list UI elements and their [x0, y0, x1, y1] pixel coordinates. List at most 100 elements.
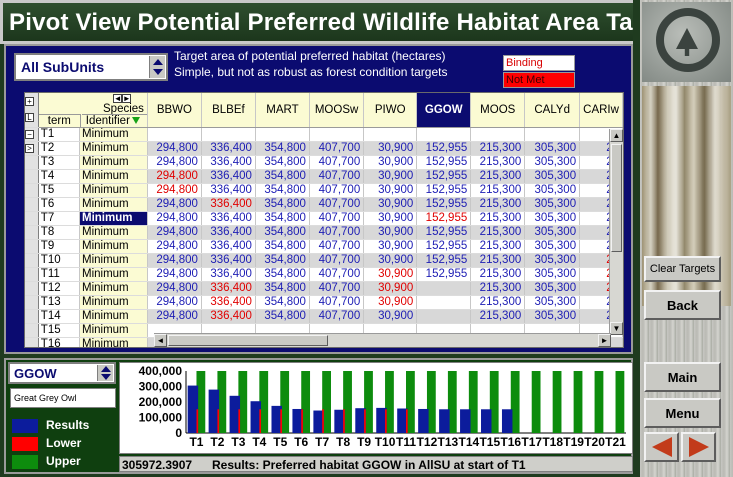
vertical-scroll-thumb[interactable]	[611, 144, 622, 252]
value-cell[interactable]: 30,900	[363, 155, 418, 170]
value-cell[interactable]: 336,400	[201, 211, 256, 226]
species-header-ggow[interactable]: GGOW	[416, 93, 472, 128]
identifier-cell[interactable]: Minimum	[79, 239, 148, 254]
row-expander[interactable]	[25, 197, 39, 212]
value-cell[interactable]: 305,300	[524, 225, 581, 240]
value-cell[interactable]: 294,800	[147, 225, 202, 240]
value-cell[interactable]: 215,300	[470, 281, 526, 296]
vertical-scrollbar[interactable]: ▲ ▼	[609, 129, 623, 335]
value-cell[interactable]: 30,900	[363, 295, 418, 310]
value-cell[interactable]	[470, 127, 526, 142]
row-expander[interactable]: >	[25, 141, 39, 156]
row-expander[interactable]	[25, 225, 39, 240]
value-cell[interactable]: 152,955	[416, 253, 472, 268]
value-cell[interactable]: 336,400	[201, 281, 256, 296]
identifier-cell[interactable]: Minimum	[79, 295, 148, 310]
value-cell[interactable]: 30,900	[363, 281, 418, 296]
value-cell[interactable]: 152,955	[416, 211, 472, 226]
subunit-select[interactable]: All SubUnits	[14, 53, 168, 81]
row-expander[interactable]	[25, 211, 39, 226]
value-cell[interactable]: 354,800	[255, 239, 310, 254]
table-row[interactable]: − T1 Minimum	[25, 127, 623, 142]
scroll-left-arrow-icon[interactable]: ◄	[154, 334, 167, 347]
value-cell[interactable]: 354,800	[255, 225, 310, 240]
value-cell[interactable]: 30,900	[363, 141, 418, 156]
identifier-cell[interactable]: Minimum	[79, 253, 148, 268]
value-cell[interactable]: 336,400	[201, 239, 256, 254]
row-expander[interactable]	[25, 295, 39, 310]
table-row[interactable]: T6 Minimum 294,800 336,400 354,800 407,700 30,…	[25, 197, 623, 212]
value-cell[interactable]: 336,400	[201, 253, 256, 268]
value-cell[interactable]: 354,800	[255, 309, 310, 324]
value-cell[interactable]: 152,955	[416, 225, 472, 240]
value-cell[interactable]: 407,700	[309, 211, 365, 226]
value-cell[interactable]: 294,800	[147, 281, 202, 296]
value-cell[interactable]: 294,800	[147, 295, 202, 310]
value-cell[interactable]: 30,900	[363, 183, 418, 198]
value-cell[interactable]: 354,800	[255, 295, 310, 310]
value-cell[interactable]: 407,700	[309, 155, 365, 170]
horizontal-scrollbar[interactable]: ◄ ►	[154, 333, 611, 347]
previous-button[interactable]	[644, 432, 679, 462]
value-cell[interactable]: 336,400	[201, 155, 256, 170]
row-expander[interactable]	[25, 239, 39, 254]
menu-button[interactable]: Menu	[644, 398, 721, 428]
row-expander[interactable]	[25, 183, 39, 198]
value-cell[interactable]: 152,955	[416, 197, 472, 212]
spin-up-icon[interactable]	[101, 366, 111, 372]
identifier-cell[interactable]: Minimum	[79, 281, 148, 296]
value-cell[interactable]: 215,300	[470, 183, 526, 198]
value-cell[interactable]: 294,800	[147, 309, 202, 324]
value-cell[interactable]: 30,900	[363, 239, 418, 254]
value-cell[interactable]: 354,800	[255, 183, 310, 198]
filter-icon[interactable]	[131, 117, 140, 125]
value-cell[interactable]: 30,900	[363, 211, 418, 226]
value-cell[interactable]	[524, 127, 581, 142]
value-cell[interactable]	[416, 309, 472, 324]
value-cell[interactable]: 294,800	[147, 155, 202, 170]
horizontal-scroll-thumb[interactable]	[168, 335, 328, 346]
scroll-down-icon[interactable]: ▼	[610, 322, 623, 335]
value-cell[interactable]: 305,300	[524, 239, 581, 254]
term-cell[interactable]: T11	[38, 267, 81, 282]
table-row[interactable]: T9 Minimum 294,800 336,400 354,800 407,700 30,…	[25, 239, 623, 254]
term-cell[interactable]: T14	[38, 309, 81, 324]
value-cell[interactable]	[416, 295, 472, 310]
term-cell[interactable]: T4	[38, 169, 81, 184]
value-cell[interactable]: 305,300	[524, 281, 581, 296]
row-expander[interactable]	[25, 169, 39, 184]
value-cell[interactable]: 336,400	[201, 197, 256, 212]
value-cell[interactable]: 215,300	[470, 197, 526, 212]
identifier-cell[interactable]: Minimum	[79, 183, 148, 198]
value-cell[interactable]: 354,800	[255, 169, 310, 184]
term-column-header[interactable]: term	[38, 114, 81, 127]
value-cell[interactable]: 294,800	[147, 239, 202, 254]
identifier-cell[interactable]: Minimum	[79, 225, 148, 240]
table-row[interactable]: T12 Minimum 294,800 336,400 354,800 407,700 30…	[25, 281, 623, 296]
value-cell[interactable]: 407,700	[309, 239, 365, 254]
scroll-right-arrow-icon[interactable]: ►	[598, 334, 611, 347]
value-cell[interactable]	[363, 127, 418, 142]
value-cell[interactable]: 215,300	[470, 309, 526, 324]
subunit-spinner[interactable]	[149, 56, 165, 78]
value-cell[interactable]: 336,400	[201, 141, 256, 156]
value-cell[interactable]: 294,800	[147, 183, 202, 198]
value-cell[interactable]: 215,300	[470, 155, 526, 170]
value-cell[interactable]: 215,300	[470, 267, 526, 282]
species-header-moos[interactable]: MOOS	[470, 93, 526, 128]
term-cell[interactable]: T12	[38, 281, 81, 296]
term-cell[interactable]: T7	[38, 211, 81, 226]
table-row[interactable]: T8 Minimum 294,800 336,400 354,800 407,700 30,…	[25, 225, 623, 240]
value-cell[interactable]: 407,700	[309, 253, 365, 268]
value-cell[interactable]: 336,400	[201, 295, 256, 310]
table-row[interactable]: T13 Minimum 294,800 336,400 354,800 407,700 30…	[25, 295, 623, 310]
identifier-cell[interactable]: Minimum	[79, 309, 148, 324]
value-cell[interactable]: 305,300	[524, 253, 581, 268]
value-cell[interactable]: 215,300	[470, 141, 526, 156]
row-expander[interactable]	[25, 281, 39, 296]
layout-icon[interactable]: L	[25, 113, 34, 122]
clear-targets-button[interactable]: Clear Targets	[644, 256, 721, 282]
value-cell[interactable]: 407,700	[309, 225, 365, 240]
species-spinner[interactable]	[97, 365, 113, 381]
collapse-icon[interactable]: −	[25, 130, 34, 139]
